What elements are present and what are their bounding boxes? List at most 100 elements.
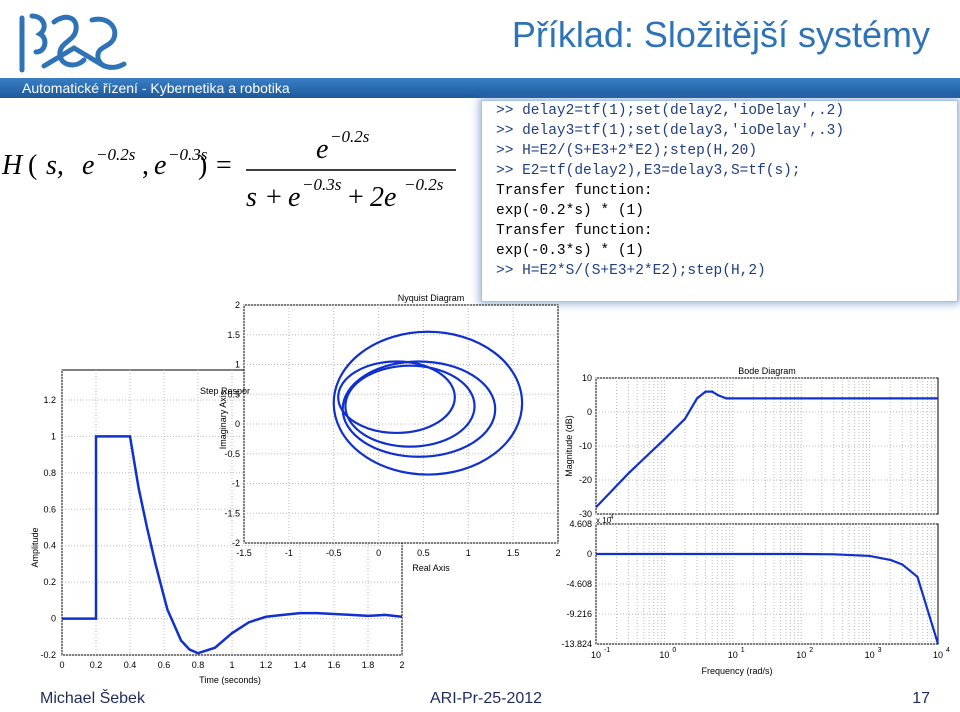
step-ylabel: Amplitude bbox=[30, 527, 40, 567]
bode-xtick-base: 10 bbox=[659, 650, 669, 660]
matlab-console: >> delay2=tf(1);set(delay2,'ioDelay',.2)… bbox=[481, 100, 958, 302]
nyquist-ytick-label: -1 bbox=[232, 479, 240, 489]
university-lion-logo bbox=[19, 13, 127, 73]
step-ytick-label: 0.4 bbox=[43, 541, 56, 551]
nyquist-xtick-label: 0.5 bbox=[417, 548, 430, 558]
formula-num-exp: −0.2s bbox=[330, 127, 370, 146]
formula-den-plus1: + bbox=[266, 182, 282, 213]
slide-header: Příklad: Složitější systémy Automatické … bbox=[0, 0, 960, 100]
bode-xtick-exp: 4 bbox=[946, 647, 950, 654]
step-xtick-label: 0 bbox=[59, 660, 64, 670]
step-xtick-label: 0.2 bbox=[90, 660, 103, 670]
nyquist-ytick-label: 2 bbox=[235, 300, 240, 310]
bode-xtick-base: 10 bbox=[728, 650, 738, 660]
console-output-line: Transfer function: bbox=[496, 223, 653, 239]
step-xtick-label: 1.4 bbox=[294, 660, 307, 670]
bode-magnitude-line bbox=[595, 390, 938, 508]
bode-phase-scale-exp: 4 bbox=[610, 515, 614, 521]
step-xlabel: Time (seconds) bbox=[199, 675, 261, 685]
bode-xtick-base: 10 bbox=[591, 650, 601, 660]
console-command-line: >> delay2=tf(1);set(delay2,'ioDelay',.2) bbox=[496, 103, 845, 119]
bode-xlabel: Frequency (rad/s) bbox=[701, 666, 772, 676]
bode-xtick-exp: 1 bbox=[741, 647, 745, 654]
console-command-line: >> E2=tf(delay2),E3=delay3,S=tf(s); bbox=[496, 163, 801, 179]
bode-mag-ytick: -10 bbox=[579, 441, 592, 451]
bode-mag-ytick: 0 bbox=[587, 407, 592, 417]
nyquist-xlabel: Real Axis bbox=[412, 563, 450, 573]
console-output-line: exp(-0.3*s) * (1) bbox=[496, 243, 644, 259]
step-xtick-label: 1.6 bbox=[328, 660, 341, 670]
bode-mag-ytick: -30 bbox=[579, 509, 592, 519]
console-command-line: >> H=E2*S/(S+E3+2*E2);step(H,2) bbox=[496, 263, 766, 279]
bode-mag-ytick: 10 bbox=[582, 373, 592, 383]
figure-plots: 0 0.2 0.4 0.6 0.8 1 1.2 1.4 1.6 1.8 2-0.200.20.40.… bbox=[30, 293, 950, 685]
step-ytick-label: 0 bbox=[51, 614, 56, 624]
nyquist-title: Nyquist Diagram bbox=[398, 293, 465, 303]
nyquist-ytick-label: 1 bbox=[235, 360, 240, 370]
bode-mag-ytick: -20 bbox=[579, 475, 592, 485]
bode-xtick-exp: 2 bbox=[809, 647, 813, 654]
transfer-function-formula: H ( s, e −0.2s , e −0.3s ) = e −0.2s s +… bbox=[1, 127, 456, 213]
nyquist-ytick-label: -1.5 bbox=[224, 508, 240, 518]
formula-den-exp1: −0.3s bbox=[302, 175, 342, 194]
formula-equals: = bbox=[216, 150, 232, 181]
nyquist-ytick-label: 0 bbox=[235, 419, 240, 429]
step-ytick-label: -0.2 bbox=[40, 650, 56, 660]
bode-xtick-exp: -1 bbox=[604, 647, 610, 654]
formula-close-paren: ) bbox=[198, 150, 207, 181]
nyquist-xtick-label: -0.5 bbox=[326, 548, 342, 558]
bode-phase-ytick: 4.608 bbox=[569, 519, 592, 529]
nyquist-xtick-label: -1.5 bbox=[236, 548, 252, 558]
formula-s: s, bbox=[46, 150, 64, 181]
step-ytick-label: 0.8 bbox=[43, 468, 56, 478]
formula-e1: e bbox=[82, 150, 94, 181]
formula-H: H bbox=[1, 150, 24, 181]
bode-phase-scale: x 10 bbox=[596, 516, 612, 525]
nyquist-loop bbox=[337, 360, 456, 435]
step-xtick-label: 1.8 bbox=[362, 660, 375, 670]
bode-xtick-base: 10 bbox=[865, 650, 875, 660]
step-xtick-label: 0.4 bbox=[124, 660, 137, 670]
step-ytick-label: 0.2 bbox=[43, 577, 56, 587]
bode-xtick-exp: 0 bbox=[672, 647, 676, 654]
step-ytick-label: 0.6 bbox=[43, 504, 56, 514]
nyquist-ytick-label: -0.5 bbox=[224, 449, 240, 459]
console-command-line: >> delay3=tf(1);set(delay3,'ioDelay',.3) bbox=[496, 123, 845, 139]
formula-den-plus2: + bbox=[348, 182, 364, 213]
formula-den-e: e bbox=[288, 182, 300, 213]
bode-phase-line bbox=[596, 552, 940, 645]
bode-phase-ytick: -13.824 bbox=[561, 639, 592, 649]
bode-phase-ytick: -4.608 bbox=[566, 579, 592, 589]
subtitle-bar bbox=[0, 78, 960, 98]
bode-xtick-exp: 3 bbox=[878, 647, 882, 654]
course-subtitle: Automatické řízení - Kybernetika a robot… bbox=[22, 80, 290, 96]
console-output-line: Transfer function: bbox=[496, 183, 653, 199]
nyquist-loop bbox=[341, 360, 497, 458]
nyquist-ytick-label: -2 bbox=[232, 538, 240, 548]
nyquist-loop bbox=[332, 330, 524, 476]
nyquist-chart: -1.5 -1 -0.5 0 0.5 1 1.5 2-2-1.5-1-0.500.511.52… bbox=[200, 293, 561, 573]
step-title: Step Respor bbox=[200, 386, 250, 396]
step-ytick-label: 1 bbox=[51, 431, 56, 441]
slide-footer: Michael Šebek ARI-Pr-25-2012 17 bbox=[0, 688, 960, 712]
formula-den-s: s bbox=[246, 182, 257, 213]
nyquist-ytick-label: 0.5 bbox=[227, 389, 240, 399]
step-xtick-label: 0.8 bbox=[192, 660, 205, 670]
bode-title: Bode Diagram bbox=[738, 366, 796, 376]
formula-exp2: −0.3s bbox=[168, 145, 208, 164]
slide-title: Příklad: Složitější systémy bbox=[511, 14, 930, 55]
bode-xtick-base: 10 bbox=[933, 650, 943, 660]
formula-comma: , bbox=[142, 150, 149, 181]
step-xtick-label: 0.6 bbox=[158, 660, 171, 670]
formula-num-e: e bbox=[316, 134, 328, 165]
nyquist-xtick-label: -1 bbox=[285, 548, 293, 558]
step-xtick-label: 1 bbox=[229, 660, 234, 670]
step-ytick-label: 1.2 bbox=[43, 395, 56, 405]
formula-den-2e: 2e bbox=[370, 182, 396, 213]
bode-phase-ytick: 0 bbox=[587, 549, 592, 559]
bode-phase-ytick: -9.216 bbox=[566, 609, 592, 619]
step-xtick-label: 1.2 bbox=[260, 660, 273, 670]
console-output-line: exp(-0.2*s) * (1) bbox=[496, 203, 644, 219]
formula-den-exp2: −0.2s bbox=[404, 175, 444, 194]
